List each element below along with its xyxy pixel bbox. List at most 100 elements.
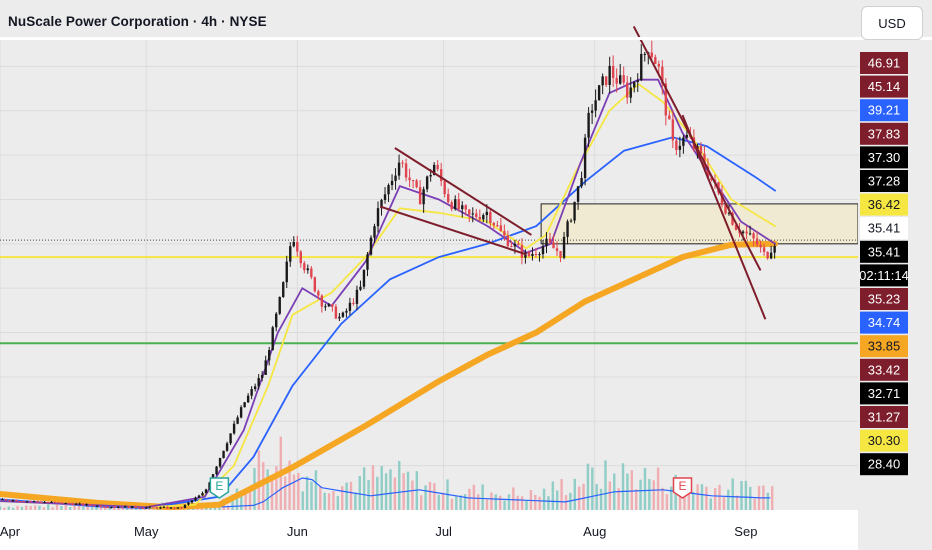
candle-body [71, 503, 74, 505]
volume-bar [516, 495, 519, 510]
candle-body [545, 238, 548, 247]
volume-bar [95, 506, 98, 510]
candle-body [482, 215, 485, 220]
time-axis-tick-label: Jul [435, 524, 452, 539]
candle-body [11, 500, 15, 502]
candle-body [626, 82, 629, 98]
volume-bar [441, 492, 445, 510]
price-axis-label: 45.14 [868, 79, 901, 94]
volume-bar [459, 495, 462, 510]
price-axis-label-background [860, 264, 908, 287]
candle-body [418, 187, 422, 205]
trendline[interactable] [394, 147, 532, 236]
candle-body [8, 500, 11, 502]
candle-body [439, 169, 443, 182]
candle-body [180, 507, 183, 509]
price-axis-label-background [860, 453, 908, 476]
candle-body [341, 312, 345, 317]
moving-average-line [0, 82, 776, 509]
candle-body [74, 503, 78, 505]
price-axis-label-background [860, 146, 908, 169]
candle-body [113, 507, 116, 509]
candle-body [394, 175, 397, 181]
candle-body [618, 75, 622, 84]
candle-body [520, 245, 524, 258]
time-axis-tick-label: Aug [583, 524, 606, 539]
volume-bar [305, 476, 309, 510]
volume-bar [90, 507, 94, 510]
candle-body [166, 506, 169, 509]
volume-bar [608, 481, 612, 510]
trendline[interactable] [681, 114, 767, 320]
candle-body [250, 389, 253, 396]
trendline[interactable] [379, 205, 527, 256]
candle-body [18, 501, 22, 503]
candle-body [727, 212, 731, 214]
price-axis-label: 46.91 [868, 56, 901, 71]
volume-bar [292, 474, 296, 510]
candle-body [601, 76, 604, 86]
candle-body [215, 466, 218, 475]
volume-bar [7, 506, 10, 510]
candle-body [429, 174, 432, 177]
volume-bar [450, 498, 454, 510]
candle-body [1, 499, 4, 501]
volume-bar [240, 492, 243, 510]
volume-bar [731, 478, 734, 510]
candle-body [15, 500, 18, 502]
volume-bar [73, 505, 76, 510]
volume-bar [235, 488, 239, 510]
candle-body [569, 220, 573, 222]
candle-body [50, 501, 53, 503]
candle-body [331, 304, 334, 307]
candle-body [85, 504, 88, 506]
volume-bar [60, 506, 63, 510]
volume-bar [433, 483, 436, 510]
candle-body [25, 501, 29, 503]
volume-bar [507, 494, 511, 510]
candle-body [513, 243, 517, 247]
price-axis-label-background [860, 406, 908, 428]
price-axis-label: 33.42 [868, 362, 901, 377]
candle-body [703, 153, 706, 167]
candle-body [682, 137, 685, 146]
candle-body [461, 205, 464, 210]
candle-body [292, 242, 295, 247]
volume-bar [665, 494, 669, 510]
volume-bar [257, 450, 261, 510]
price-axis-label: 35.41 [868, 221, 901, 236]
candle-body [422, 189, 425, 205]
candle-body [636, 80, 639, 83]
volume-bar [266, 469, 269, 510]
price-axis-label: 36.42 [868, 197, 901, 212]
volume-bar [420, 495, 423, 510]
price-axis-label-background [860, 170, 908, 192]
candle-body [88, 504, 92, 506]
volume-bar [99, 505, 103, 510]
candle-body [145, 507, 148, 509]
volume-bar [310, 481, 313, 510]
earnings-marker[interactable] [672, 477, 693, 499]
currency-button[interactable]: USD [861, 6, 923, 40]
candle-body [246, 395, 250, 403]
earnings-marker[interactable] [209, 477, 230, 499]
volume-bar [0, 506, 2, 510]
candle-body [583, 137, 587, 179]
volume-bar [47, 504, 50, 510]
candle-body [257, 378, 260, 387]
candle-body [604, 76, 608, 85]
candle-body [668, 115, 671, 120]
candle-body [650, 52, 653, 58]
volume-bar [327, 493, 331, 510]
candle-body [303, 263, 306, 271]
candle-body [271, 327, 274, 351]
trendline[interactable] [632, 25, 762, 271]
candle-body [138, 507, 141, 509]
candle-body [415, 180, 418, 188]
candle-body [131, 506, 134, 508]
candle-body [457, 199, 460, 210]
candle-body [264, 360, 267, 375]
candle-body [464, 205, 467, 210]
volume-bar [573, 478, 576, 510]
